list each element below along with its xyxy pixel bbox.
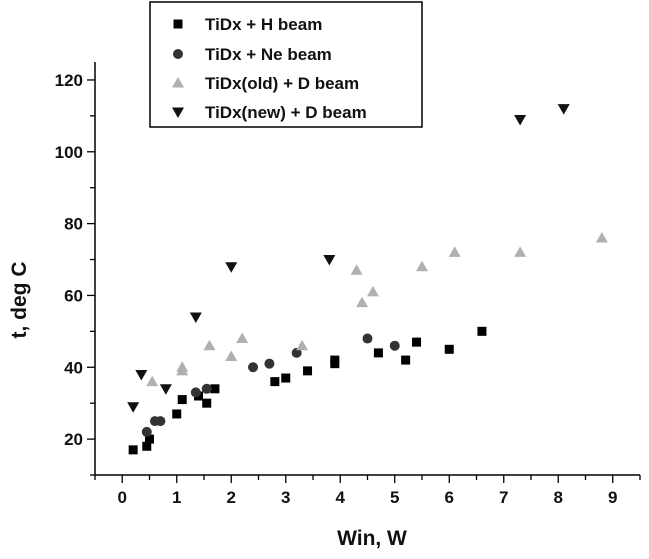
data-point-d-old-beam [350,264,363,275]
data-point-ne-beam [291,347,302,358]
data-point-d-old-beam [296,339,309,351]
legend-label-ne-beam: TiDx + Ne beam [205,45,332,64]
y-tick-label: 60 [64,286,83,305]
data-point-d-old-beam [176,364,189,376]
data-point-d-old-beam [203,339,216,351]
data-point-h-beam [412,337,422,347]
y-tick-label: 40 [64,358,83,377]
data-point-d-new-beam [135,369,148,381]
data-point-h-beam [142,441,152,451]
data-point-h-beam [330,355,340,365]
legend-label-d-old-beam: TiDx(old) + D beam [205,74,359,93]
x-tick-label: 5 [390,488,399,507]
x-tick-label: 3 [281,488,290,507]
data-point-d-new-beam [514,114,527,126]
data-point-d-new-beam [323,255,336,266]
y-tick-label: 20 [64,430,83,449]
data-point-d-new-beam [225,262,238,273]
data-point-d-new-beam [557,104,570,115]
legend-label-d-new-beam: TiDx(new) + D beam [205,103,367,122]
x-ticks-group: 0 1 2 3 4 5 6 7 8 9 [94,475,641,507]
y-tick-label: 80 [64,215,83,234]
data-point-d-old-beam [595,231,608,243]
data-point-ne-beam [362,333,373,344]
data-point-h-beam [444,344,454,354]
legend: TiDx + H beam TiDx + Ne beam TiDx(old) +… [149,1,423,128]
data-point-d-new-beam [127,402,140,413]
x-tick-label: 6 [445,488,454,507]
data-point-ne-beam [190,387,201,398]
x-tick-label: 4 [336,488,346,507]
legend-label-h-beam: TiDx + H beam [205,15,322,34]
data-point-ne-beam [155,416,166,427]
data-point-h-beam [145,434,154,444]
y-ticks-group: 20 40 60 80 100 120 [55,71,95,476]
data-point-h-beam [477,326,487,336]
data-point-ne-beam [201,383,212,394]
data-point-h-beam [128,445,138,455]
x-axis-title: Win, W [337,527,407,550]
data-point-d-old-beam [416,260,428,272]
data-point-d-old-beam [448,246,461,257]
data-point-d-new-beam [159,384,172,395]
y-tick-label: 120 [55,71,83,90]
data-point-h-beam [202,398,212,408]
x-tick-label: 9 [608,488,617,507]
data-point-h-beam [303,366,313,376]
data-point-ne-beam [389,340,400,351]
data-point-d-old-beam [146,375,159,387]
data-point-h-beam [210,384,220,394]
y-axis-title: t, deg C [8,262,31,339]
data-point-h-beam [401,355,411,365]
x-tick-label: 7 [499,488,508,507]
data-point-h-beam [270,377,280,387]
legend-box [149,1,423,128]
data-point-ne-beam [141,426,152,437]
data-point-h-beam [177,395,187,405]
x-tick-label: 1 [172,488,181,507]
legend-marker-h-beam [173,19,183,29]
data-point-d-old-beam [236,332,249,344]
x-tick-label: 0 [118,488,127,507]
legend-marker-d-new-beam [172,107,184,118]
data-point-d-old-beam [225,350,238,361]
data-point-d-old-beam [366,285,379,297]
data-point-d-new-beam [189,312,202,323]
x-tick-label: 2 [227,488,236,507]
data-point-h-beam [281,373,291,383]
data-point-h-beam [373,348,383,358]
legend-marker-d-old-beam [172,77,184,88]
legend-marker-ne-beam [173,49,183,59]
data-point-d-old-beam [356,296,369,308]
data-point-ne-beam [248,362,259,373]
data-point-h-beam [172,409,182,419]
y-tick-label: 100 [55,143,83,162]
data-point-d-old-beam [514,246,527,257]
data-point-ne-beam [264,358,275,369]
x-tick-label: 8 [554,488,563,507]
data-points-group [127,104,608,455]
